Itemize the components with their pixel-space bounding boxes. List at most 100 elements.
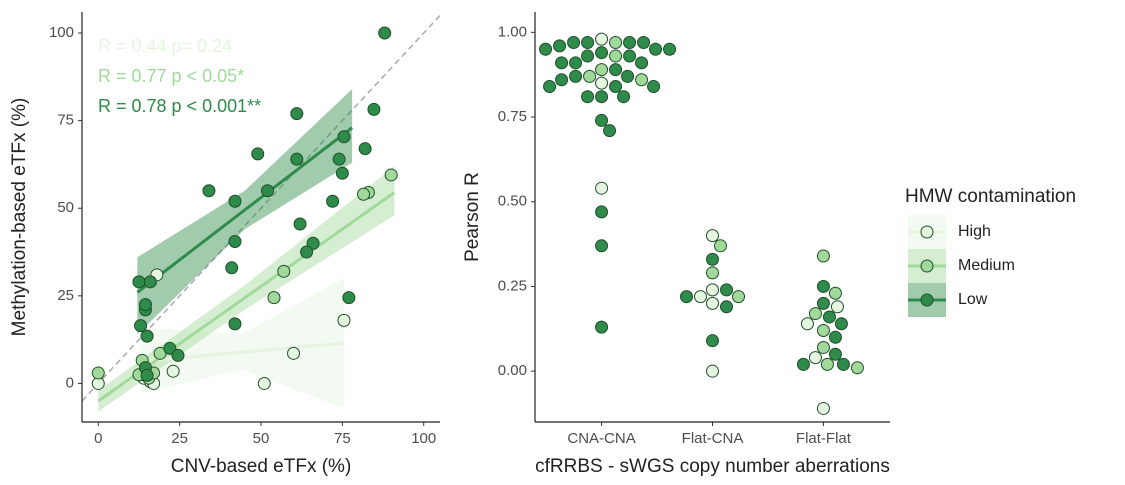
point <box>706 296 719 310</box>
y-tick-label: 0.00 <box>498 362 527 379</box>
x-tick-label: Flat-Flat <box>796 430 852 447</box>
point <box>595 113 609 127</box>
y-tick-label: 0.25 <box>498 277 527 294</box>
x-tick-label: 0 <box>94 430 102 447</box>
point <box>720 283 733 297</box>
point <box>261 184 275 198</box>
point <box>171 348 185 362</box>
point <box>706 229 719 243</box>
point <box>228 317 242 331</box>
point <box>555 56 569 70</box>
point <box>822 310 836 324</box>
point <box>539 42 553 56</box>
x-axis-title: cfRRBS - sWGS copy number aberrations <box>535 456 890 477</box>
point <box>290 107 304 121</box>
point <box>816 401 830 415</box>
y-tick-label: 0 <box>66 374 74 391</box>
point <box>228 194 242 208</box>
point <box>567 35 581 49</box>
y-axis-title: Pearson R <box>462 172 483 262</box>
annotation: R = 0.78 p < 0.001** <box>98 96 261 116</box>
legend-title: HMW contamination <box>905 186 1076 207</box>
point <box>367 102 381 116</box>
point <box>828 347 842 361</box>
point <box>808 351 822 365</box>
point <box>609 80 623 94</box>
point <box>706 283 719 297</box>
point <box>555 73 569 87</box>
point <box>680 290 693 304</box>
y-tick-label: 0.50 <box>498 193 527 210</box>
point <box>663 42 677 56</box>
legend-label: High <box>958 223 991 240</box>
point <box>337 313 351 327</box>
point <box>293 217 307 231</box>
point <box>816 249 830 263</box>
point <box>595 90 609 104</box>
point <box>378 26 392 40</box>
point <box>257 376 271 390</box>
point <box>251 147 265 161</box>
point <box>649 42 663 56</box>
y-tick-label: 75 <box>57 112 74 129</box>
point <box>332 152 346 166</box>
point <box>143 275 157 289</box>
point <box>342 291 356 305</box>
x-tick-label: 100 <box>411 430 436 447</box>
point <box>326 194 340 208</box>
point <box>647 80 661 94</box>
point <box>609 35 623 49</box>
identity-line <box>82 14 440 402</box>
point <box>808 307 822 321</box>
point <box>267 291 281 305</box>
point <box>706 334 719 348</box>
point <box>816 296 830 310</box>
point <box>569 56 583 70</box>
point <box>581 35 595 49</box>
legend-point <box>920 259 934 273</box>
point <box>828 330 842 344</box>
y-tick-label: 1.00 <box>498 23 527 40</box>
point <box>595 320 609 334</box>
point <box>166 364 180 378</box>
confidence-band <box>140 278 344 408</box>
point <box>300 245 314 259</box>
point <box>290 152 304 166</box>
y-tick-label: 25 <box>57 287 74 304</box>
point <box>277 264 291 278</box>
point <box>621 69 635 83</box>
point <box>581 49 595 63</box>
legend-label: Low <box>958 291 988 308</box>
point <box>828 286 842 300</box>
point <box>595 63 609 77</box>
point <box>140 329 154 343</box>
point <box>816 324 830 338</box>
point <box>140 368 154 382</box>
point <box>816 279 830 293</box>
point <box>163 341 177 355</box>
point <box>623 35 637 49</box>
point <box>581 90 595 104</box>
point <box>569 69 583 83</box>
fit-line <box>136 126 354 294</box>
point <box>617 90 631 104</box>
x-tick-label: CNA-CNA <box>567 430 635 447</box>
point <box>543 80 557 94</box>
point <box>820 357 834 371</box>
legend-point <box>920 225 934 239</box>
y-tick-label: 0.75 <box>498 108 527 125</box>
point <box>850 361 864 375</box>
y-axis-title: Methylation-based eTFx (%) <box>9 98 30 337</box>
point <box>816 340 830 354</box>
legend-point <box>920 293 934 307</box>
legend-label: Medium <box>958 257 1015 274</box>
point <box>91 366 105 380</box>
y-tick-label: 100 <box>49 24 74 41</box>
point <box>595 46 609 60</box>
point <box>694 290 707 304</box>
point <box>714 239 727 253</box>
point <box>358 142 372 156</box>
point <box>635 73 649 87</box>
point <box>732 290 745 304</box>
